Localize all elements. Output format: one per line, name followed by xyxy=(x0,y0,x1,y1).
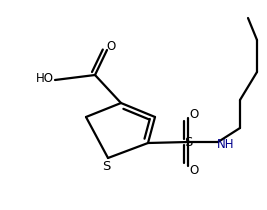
Text: HO: HO xyxy=(36,72,54,85)
Text: O: O xyxy=(189,164,199,176)
Text: O: O xyxy=(106,41,116,54)
Text: O: O xyxy=(189,108,199,121)
Text: S: S xyxy=(102,160,110,173)
Text: NH: NH xyxy=(217,138,235,151)
Text: S: S xyxy=(184,135,192,148)
